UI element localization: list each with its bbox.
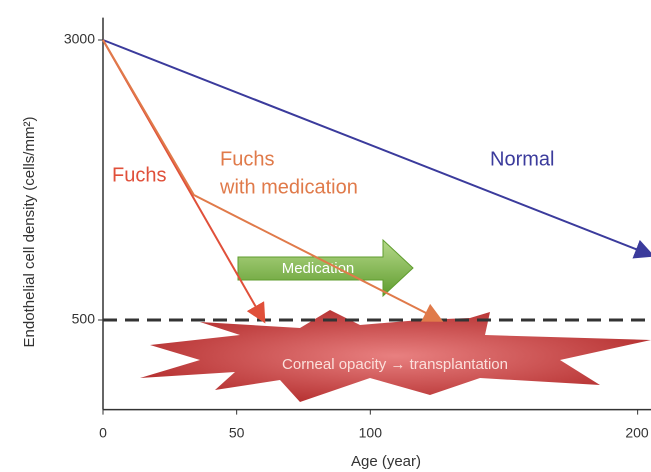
y-tick-label: 3000 <box>64 31 95 47</box>
x-axis-label: Age (year) <box>351 453 421 470</box>
medication-series-label: with medication <box>219 176 358 198</box>
chart: Corneal opacity → transplantation Medica… <box>0 0 651 472</box>
y-axis-label: Endothelial cell density (cells/mm²) <box>21 117 38 348</box>
x-tick-label: 100 <box>359 424 383 440</box>
opacity-label: Corneal opacity → transplantation <box>282 356 508 373</box>
x-tick-label: 200 <box>625 424 649 440</box>
medication-label: Medication <box>282 260 355 277</box>
fuchs-label: Fuchs <box>112 164 166 186</box>
medication-series-label: Fuchs <box>220 148 274 170</box>
series-line <box>103 40 651 255</box>
x-tick-label: 0 <box>99 424 107 440</box>
x-tick-label: 50 <box>229 424 245 440</box>
y-tick-label: 500 <box>72 311 96 327</box>
medication-arrow: Medication <box>238 240 413 296</box>
opacity-burst: Corneal opacity → transplantation <box>140 310 651 402</box>
normal-label: Normal <box>490 148 554 170</box>
